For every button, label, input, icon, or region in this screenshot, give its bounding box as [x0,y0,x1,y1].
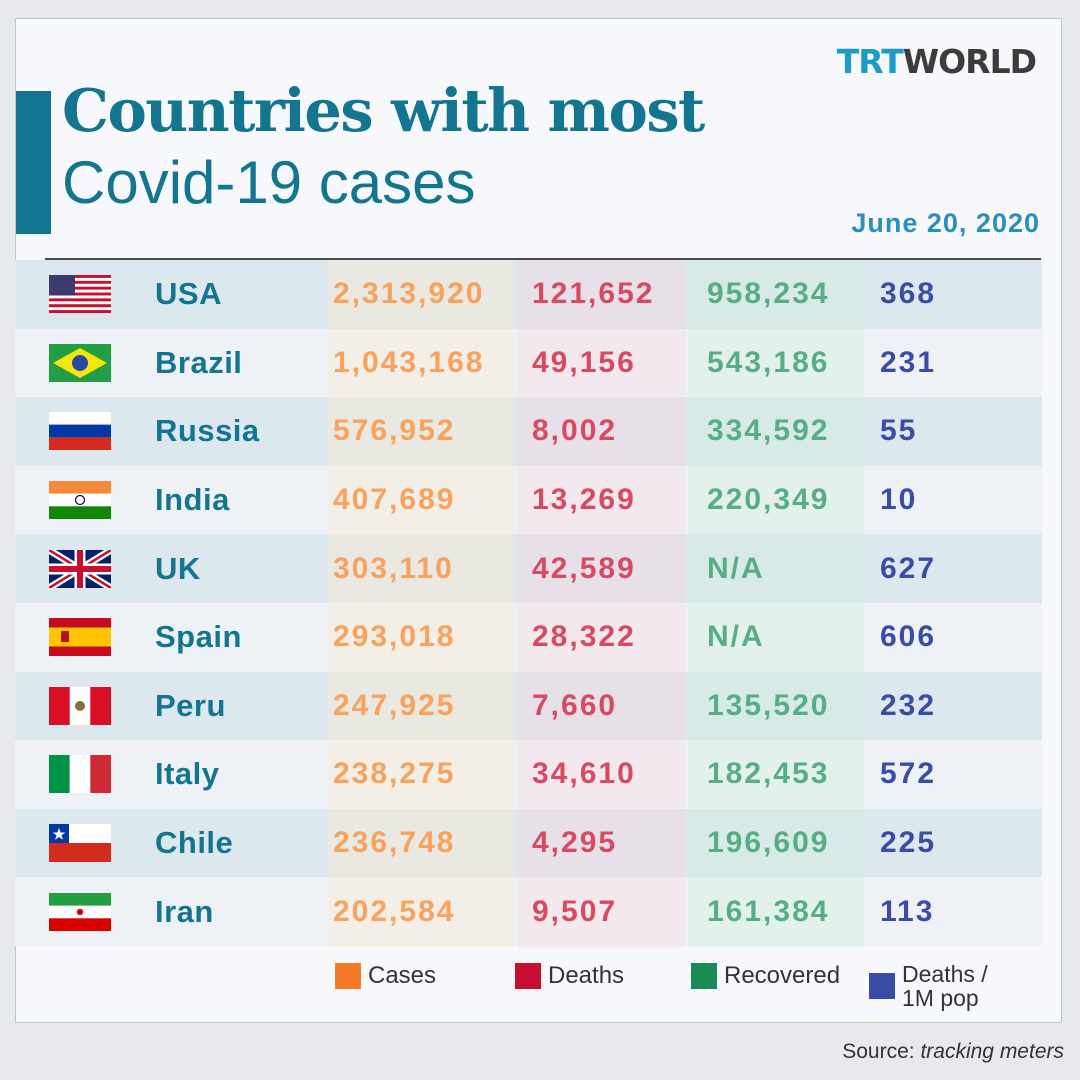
recovered-value: 543,186 [707,345,830,379]
cases-value: 1,043,168 [333,345,485,379]
russia-flag [49,397,111,466]
table-row: UK 303,110 42,589 N/A 627 [15,534,1042,603]
column-bg-recovered [688,260,864,948]
table-row: Spain 293,018 28,322 N/A 606 [15,602,1042,672]
deaths-per-1m-value: 225 [880,826,937,860]
cases-value: 2,313,920 [333,277,485,311]
deaths-value: 7,660 [532,688,618,722]
uk-flag [49,534,111,603]
legend-item-deaths-per-1m: Deaths /1M pop [869,962,988,1010]
iran-flag [49,877,111,946]
legend-item-deaths: Deaths [515,962,624,990]
country-name: Iran [155,893,214,929]
table-row: Chile 236,748 4,295 196,609 225 [15,808,1042,878]
recovered-value: N/A [707,620,765,654]
cases-value: 236,748 [333,826,456,860]
brazil-flag [49,329,111,398]
column-bg-deaths [517,260,685,948]
cases-value: 576,952 [333,414,456,448]
table-row: USA 2,313,920 121,652 958,234 368 [15,260,1042,329]
deaths-per-1m-value: 55 [880,414,918,448]
deaths-value: 28,322 [532,620,636,654]
deaths-value: 13,269 [532,483,636,517]
deaths-value: 49,156 [532,345,636,379]
cases-value: 293,018 [333,620,456,654]
country-name: Chile [155,825,234,861]
deaths-per-1m-value: 231 [880,345,937,379]
cases-value: 238,275 [333,757,456,791]
deaths-value: 8,002 [532,414,618,448]
title-line-2: Covid-19 cases [62,149,476,216]
recovered-value: 196,609 [707,826,830,860]
table-row: Iran 202,584 9,507 161,384 113 [15,877,1042,946]
legend-swatch-recovered [691,963,717,989]
table-row: Russia 576,952 8,002 334,592 55 [15,397,1042,466]
brand-logo: TRTWORLD [836,42,1037,81]
chile-flag [49,809,111,878]
data-table: USA 2,313,920 121,652 958,234 368 Brazil 1,043… [15,260,1042,946]
deaths-per-1m-value: 627 [880,551,937,585]
deaths-per-1m-value: 572 [880,757,937,791]
cases-value: 303,110 [333,551,454,585]
accent-bar [16,91,51,234]
country-name: Spain [155,619,242,655]
cases-value: 247,925 [333,688,456,722]
deaths-per-1m-value: 368 [880,277,937,311]
deaths-value: 4,295 [532,826,618,860]
country-name: Italy [155,756,220,792]
country-name: Peru [155,687,226,723]
deaths-per-1m-value: 113 [880,894,935,928]
legend-swatch-cases [335,963,361,989]
table-row: Peru 247,925 7,660 135,520 232 [15,671,1042,741]
peru-flag [49,672,111,741]
legend-item-cases: Cases [335,962,436,990]
deaths-value: 34,610 [532,757,636,791]
column-bg-cases [328,260,514,948]
table-row: Brazil 1,043,168 49,156 543,186 231 [15,328,1042,398]
cases-value: 202,584 [333,894,456,928]
recovered-value: 182,453 [707,757,830,791]
table-row: India 407,689 13,269 220,349 10 [15,465,1042,535]
legend-item-recovered: Recovered [691,962,840,990]
date-label: June 20, 2020 [851,208,1040,238]
country-name: UK [155,550,201,586]
deaths-per-1m-value: 232 [880,688,937,722]
spain-flag [49,603,111,672]
recovered-value: N/A [707,551,765,585]
recovered-value: 334,592 [707,414,830,448]
india-flag [49,466,111,535]
table-row: Italy 238,275 34,610 182,453 572 [15,740,1042,809]
title-line-1: Countries with most [62,76,705,145]
deaths-per-1m-value: 10 [880,483,918,517]
recovered-value: 958,234 [707,277,830,311]
legend-swatch-deaths-per-1m [869,973,895,999]
header-divider [45,258,1041,260]
source-note: Source: tracking meters [842,1040,1064,1063]
deaths-value: 121,652 [532,277,655,311]
cases-value: 407,689 [333,483,456,517]
country-name: USA [155,276,222,312]
recovered-value: 135,520 [707,688,830,722]
legend: Cases Deaths Recovered Deaths /1M pop [15,948,1042,1020]
deaths-per-1m-value: 606 [880,620,937,654]
italy-flag [49,740,111,809]
country-name: India [155,482,230,518]
country-name: Russia [155,413,260,449]
country-name: Brazil [155,344,243,380]
recovered-value: 161,384 [707,894,830,928]
legend-swatch-deaths [515,963,541,989]
deaths-value: 42,589 [532,551,636,585]
recovered-value: 220,349 [707,483,830,517]
deaths-value: 9,507 [532,894,618,928]
usa-flag [49,260,111,329]
